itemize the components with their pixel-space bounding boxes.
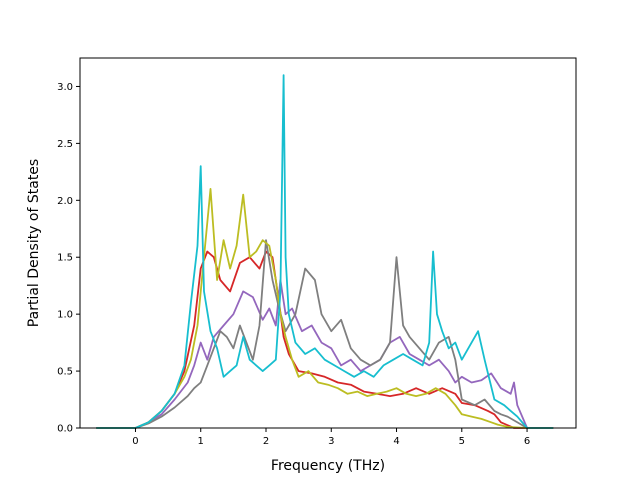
y-tick-label: 1.0 <box>57 310 73 321</box>
x-axis-ticks: 0 1 2 3 4 5 6 <box>132 428 530 447</box>
x-tick-label: 2 <box>263 436 269 447</box>
y-axis-ticks: 0.0 0.5 1.0 1.5 2.0 2.5 3.0 <box>57 82 80 435</box>
x-axis-label: Frequency (THz) <box>271 458 385 474</box>
y-tick-label: 2.5 <box>57 139 73 150</box>
y-tick-label: 0.0 <box>57 424 73 435</box>
x-tick-label: 3 <box>328 436 334 447</box>
series-line-5 <box>96 74 554 429</box>
plot-lines <box>96 74 554 429</box>
plot-frame <box>79 57 577 429</box>
series-line-2 <box>96 279 554 429</box>
y-axis-label: Partial Density of States <box>26 159 42 327</box>
y-tick-label: 3.0 <box>57 82 73 93</box>
series-line-1 <box>96 250 554 429</box>
series-line-3 <box>96 239 554 429</box>
x-tick-label: 6 <box>524 436 530 447</box>
y-tick-label: 0.5 <box>57 367 73 378</box>
y-tick-label: 1.5 <box>57 253 73 264</box>
x-tick-label: 4 <box>393 436 399 447</box>
y-tick-label: 2.0 <box>57 196 73 207</box>
x-tick-label: 5 <box>459 436 465 447</box>
x-tick-label: 0 <box>132 436 138 447</box>
x-tick-label: 1 <box>198 436 204 447</box>
